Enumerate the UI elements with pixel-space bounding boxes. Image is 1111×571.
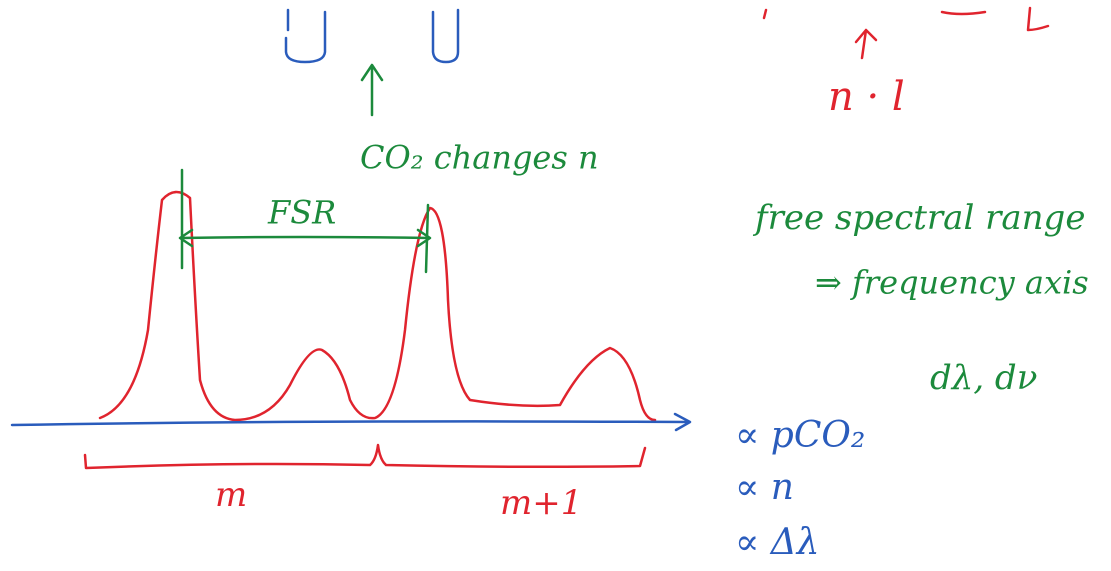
tube-left [284,8,327,64]
label-optical-path: n · l [828,74,905,120]
label-prop-n: ∝ n [735,467,794,508]
label-order-m1: m+1 [500,483,582,523]
top-marks [762,6,1050,32]
label-co2: CO₂ changes n [360,139,599,177]
order-braces [83,443,647,470]
axis [10,412,692,432]
label-fsr-full: free spectral range [752,198,1085,238]
arrow-up-green [360,63,384,117]
tube-right [431,8,460,64]
fsr-arrow [178,228,432,248]
label-order-m: m [215,475,247,515]
label-frequency-axis: ⇒ frequency axis [815,264,1089,302]
label-differentials: dλ, dν [930,358,1037,398]
label-prop-pco2: ∝ pCO₂ [735,415,865,456]
arrow-up-red [854,28,878,60]
label-prop-dlambda: ∝ Δλ [735,522,820,563]
label-fsr: FSR [267,194,336,232]
spectrum [98,190,657,422]
